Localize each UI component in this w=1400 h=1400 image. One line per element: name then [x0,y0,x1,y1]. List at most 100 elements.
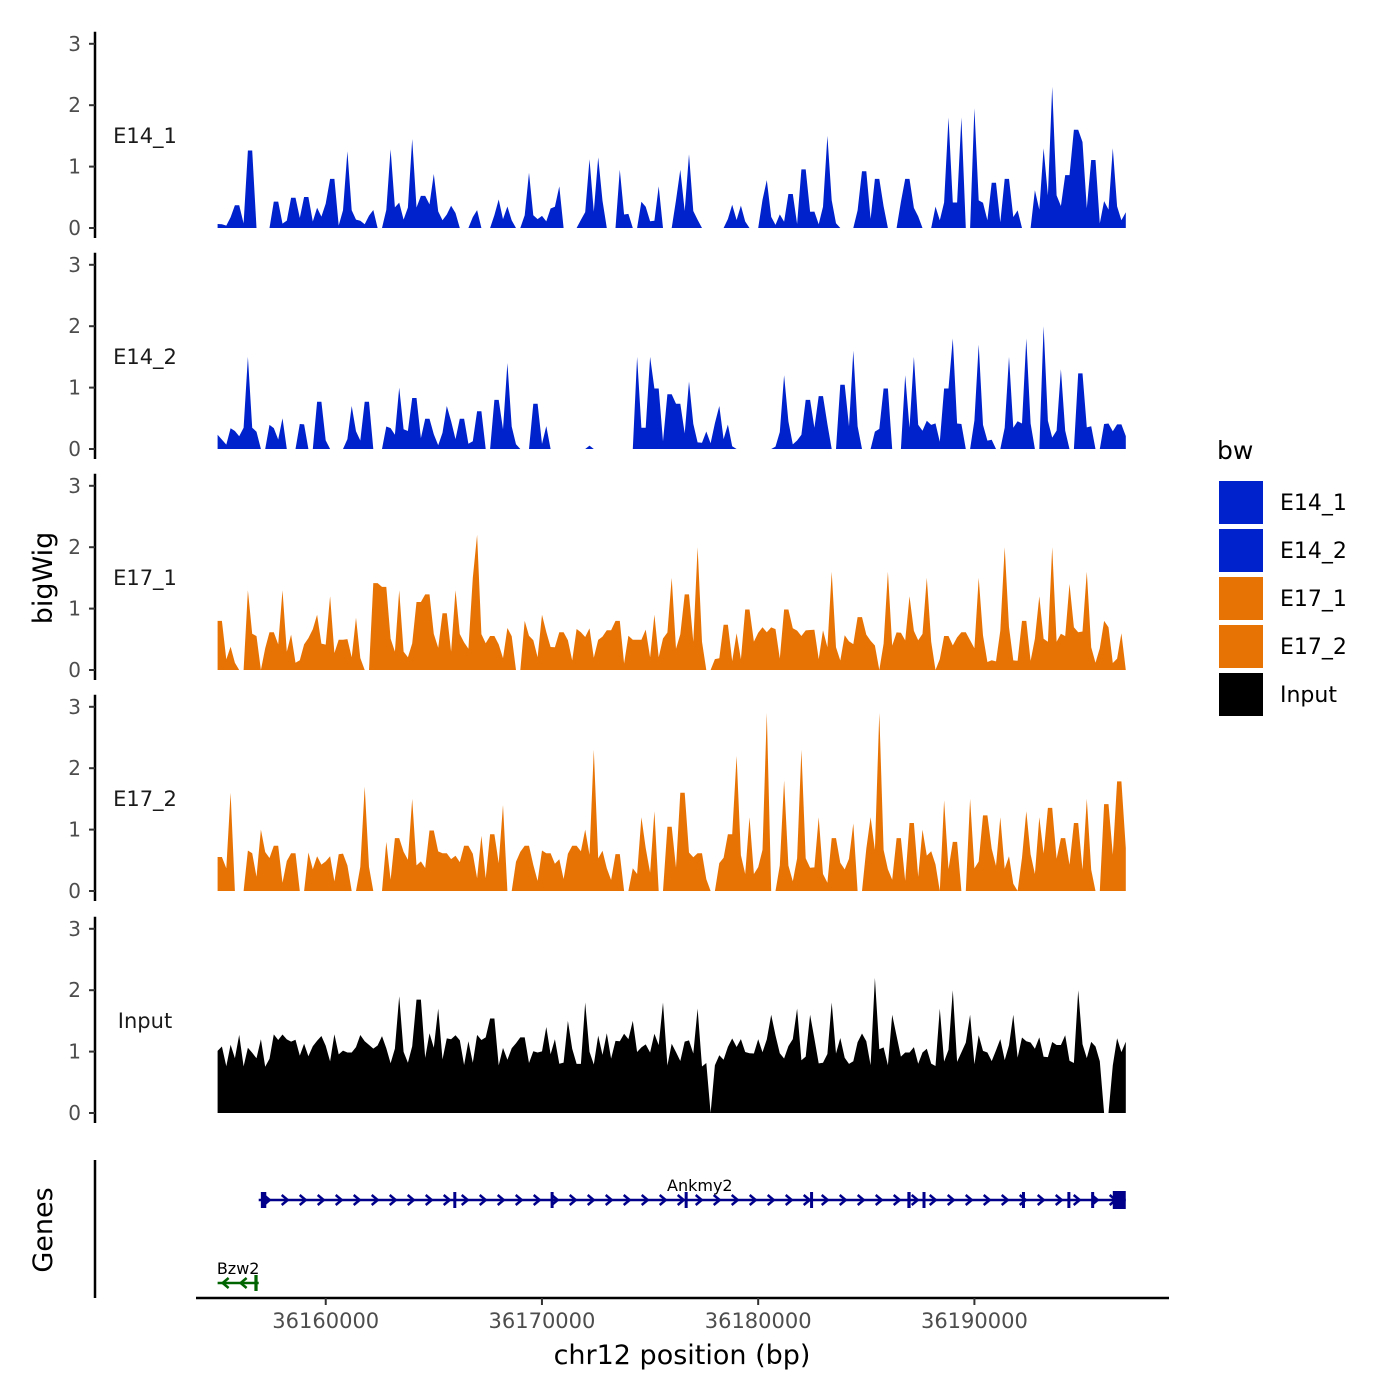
legend-swatch-E14_2 [1219,529,1263,572]
strand-arrow [856,1194,866,1206]
signal-area-E14_2 [217,326,1126,449]
strand-arrow [220,1277,230,1289]
y-tick-label: 0 [68,1101,81,1125]
strand-arrow [784,1194,794,1206]
track-E17_1: 0 1 2 3 E17_1 [68,473,1126,682]
signal-area-E17_1 [217,534,1126,670]
y-tick-label: 1 [68,597,81,621]
track-label-E17_2: E17_2 [113,787,177,812]
strand-arrow [550,1194,560,1206]
track-Input: 0 1 2 3 Input [68,916,1126,1125]
strand-arrow [586,1194,596,1206]
legend-swatch-E14_1 [1219,481,1263,524]
track-E14_2: 0 1 2 3 E14_2 [68,253,1126,461]
strand-arrow [658,1194,668,1206]
track-label-E14_1: E14_1 [113,124,177,149]
strand-arrow [838,1194,848,1206]
exon [453,1192,457,1208]
strand-arrow [388,1194,398,1206]
track-label-Input: Input [118,1009,172,1033]
strand-arrow [982,1194,992,1206]
exon [260,1192,267,1208]
strand-arrow [1036,1194,1046,1206]
gene-label-Bzw2: Bzw2 [217,1259,260,1278]
strand-arrow [946,1194,956,1206]
legend-label-E17_2: E17_2 [1280,635,1347,660]
y-tick-label: 0 [68,437,81,461]
exon [922,1192,926,1208]
x-axis-title: chr12 position (bp) [554,1340,811,1371]
exon [684,1192,688,1208]
x-tick-label: 36180000 [705,1309,812,1333]
exon [1112,1191,1126,1209]
y-tick-label: 1 [68,818,81,842]
legend-label-Input: Input [1280,683,1337,708]
strand-arrow [802,1194,812,1206]
strand-arrow [460,1194,470,1206]
y-tick-label: 1 [68,1040,81,1064]
y-axis-title: bigWig [28,532,59,625]
y-tick-label: 2 [68,93,81,117]
y-tick-label: 3 [68,917,81,941]
legend-label-E14_2: E14_2 [1280,539,1347,564]
strand-arrow [964,1194,974,1206]
strand-arrow [730,1194,740,1206]
exon [550,1192,554,1208]
signal-area-E17_2 [217,712,1126,891]
gene-label-Ankmy2: Ankmy2 [667,1176,733,1195]
strand-arrow [280,1194,290,1206]
exon [254,1275,258,1291]
track-label-E14_2: E14_2 [113,345,177,370]
exon [1067,1192,1071,1208]
x-axis: 36160000 36170000 36180000 36190000 [196,1296,1169,1333]
strand-arrow [1072,1194,1082,1206]
strand-arrow [496,1194,506,1206]
strand-arrow [712,1194,722,1206]
strand-arrow [694,1194,704,1206]
y-tick-label: 3 [68,253,81,277]
strand-arrow [370,1194,380,1206]
gene-Ankmy2: Ankmy2 [258,1176,1126,1209]
y-tick-label: 3 [68,474,81,498]
track-E17_2: 0 1 2 3 E17_2 [68,694,1126,903]
strand-arrow [748,1194,758,1206]
legend: bw E14_1 E14_2 E17_1 E17_2 Input [1217,436,1347,716]
y-tick-label: 3 [68,695,81,719]
y-tick-label: 2 [68,756,81,780]
signal-area-E14_1 [217,86,1126,228]
strand-arrow [316,1194,326,1206]
gene-Bzw2: Bzw2 [217,1259,260,1291]
y-tick-label: 0 [68,658,81,682]
legend-title: bw [1217,436,1253,465]
strand-arrow [352,1194,362,1206]
strand-arrow [568,1194,578,1206]
x-tick-label: 36190000 [921,1309,1028,1333]
strand-arrow [1018,1194,1028,1206]
strand-arrow [514,1194,524,1206]
legend-swatch-E17_1 [1219,577,1263,620]
y-tick-label: 0 [68,879,81,903]
strand-arrow [604,1194,614,1206]
y-tick-label: 1 [68,376,81,400]
strand-arrow [820,1194,830,1206]
legend-label-E14_1: E14_1 [1280,491,1347,516]
strand-arrow [532,1194,542,1206]
strand-arrow [928,1194,938,1206]
x-tick-label: 36170000 [489,1309,596,1333]
strand-arrow [442,1194,452,1206]
genes-panel: Ankmy2 Bzw2 [93,1160,1126,1298]
strand-arrow [478,1194,488,1206]
strand-arrow [406,1194,416,1206]
signal-tracks: 0 1 2 3 E14_1 0 1 2 3 E14_2 0 1 2 3 E17_1 0 1 2 3 E17_2 0 1 2 3… [68,31,1126,1125]
exon [907,1192,911,1208]
strand-arrow [424,1194,434,1206]
genes-axis-title: Genes [28,1187,59,1272]
exon [1021,1192,1025,1208]
track-label-E17_1: E17_1 [113,566,177,591]
strand-arrow [334,1194,344,1206]
exon [810,1192,814,1208]
strand-arrow [640,1194,650,1206]
strand-arrow [622,1194,632,1206]
legend-swatch-Input [1219,673,1263,716]
